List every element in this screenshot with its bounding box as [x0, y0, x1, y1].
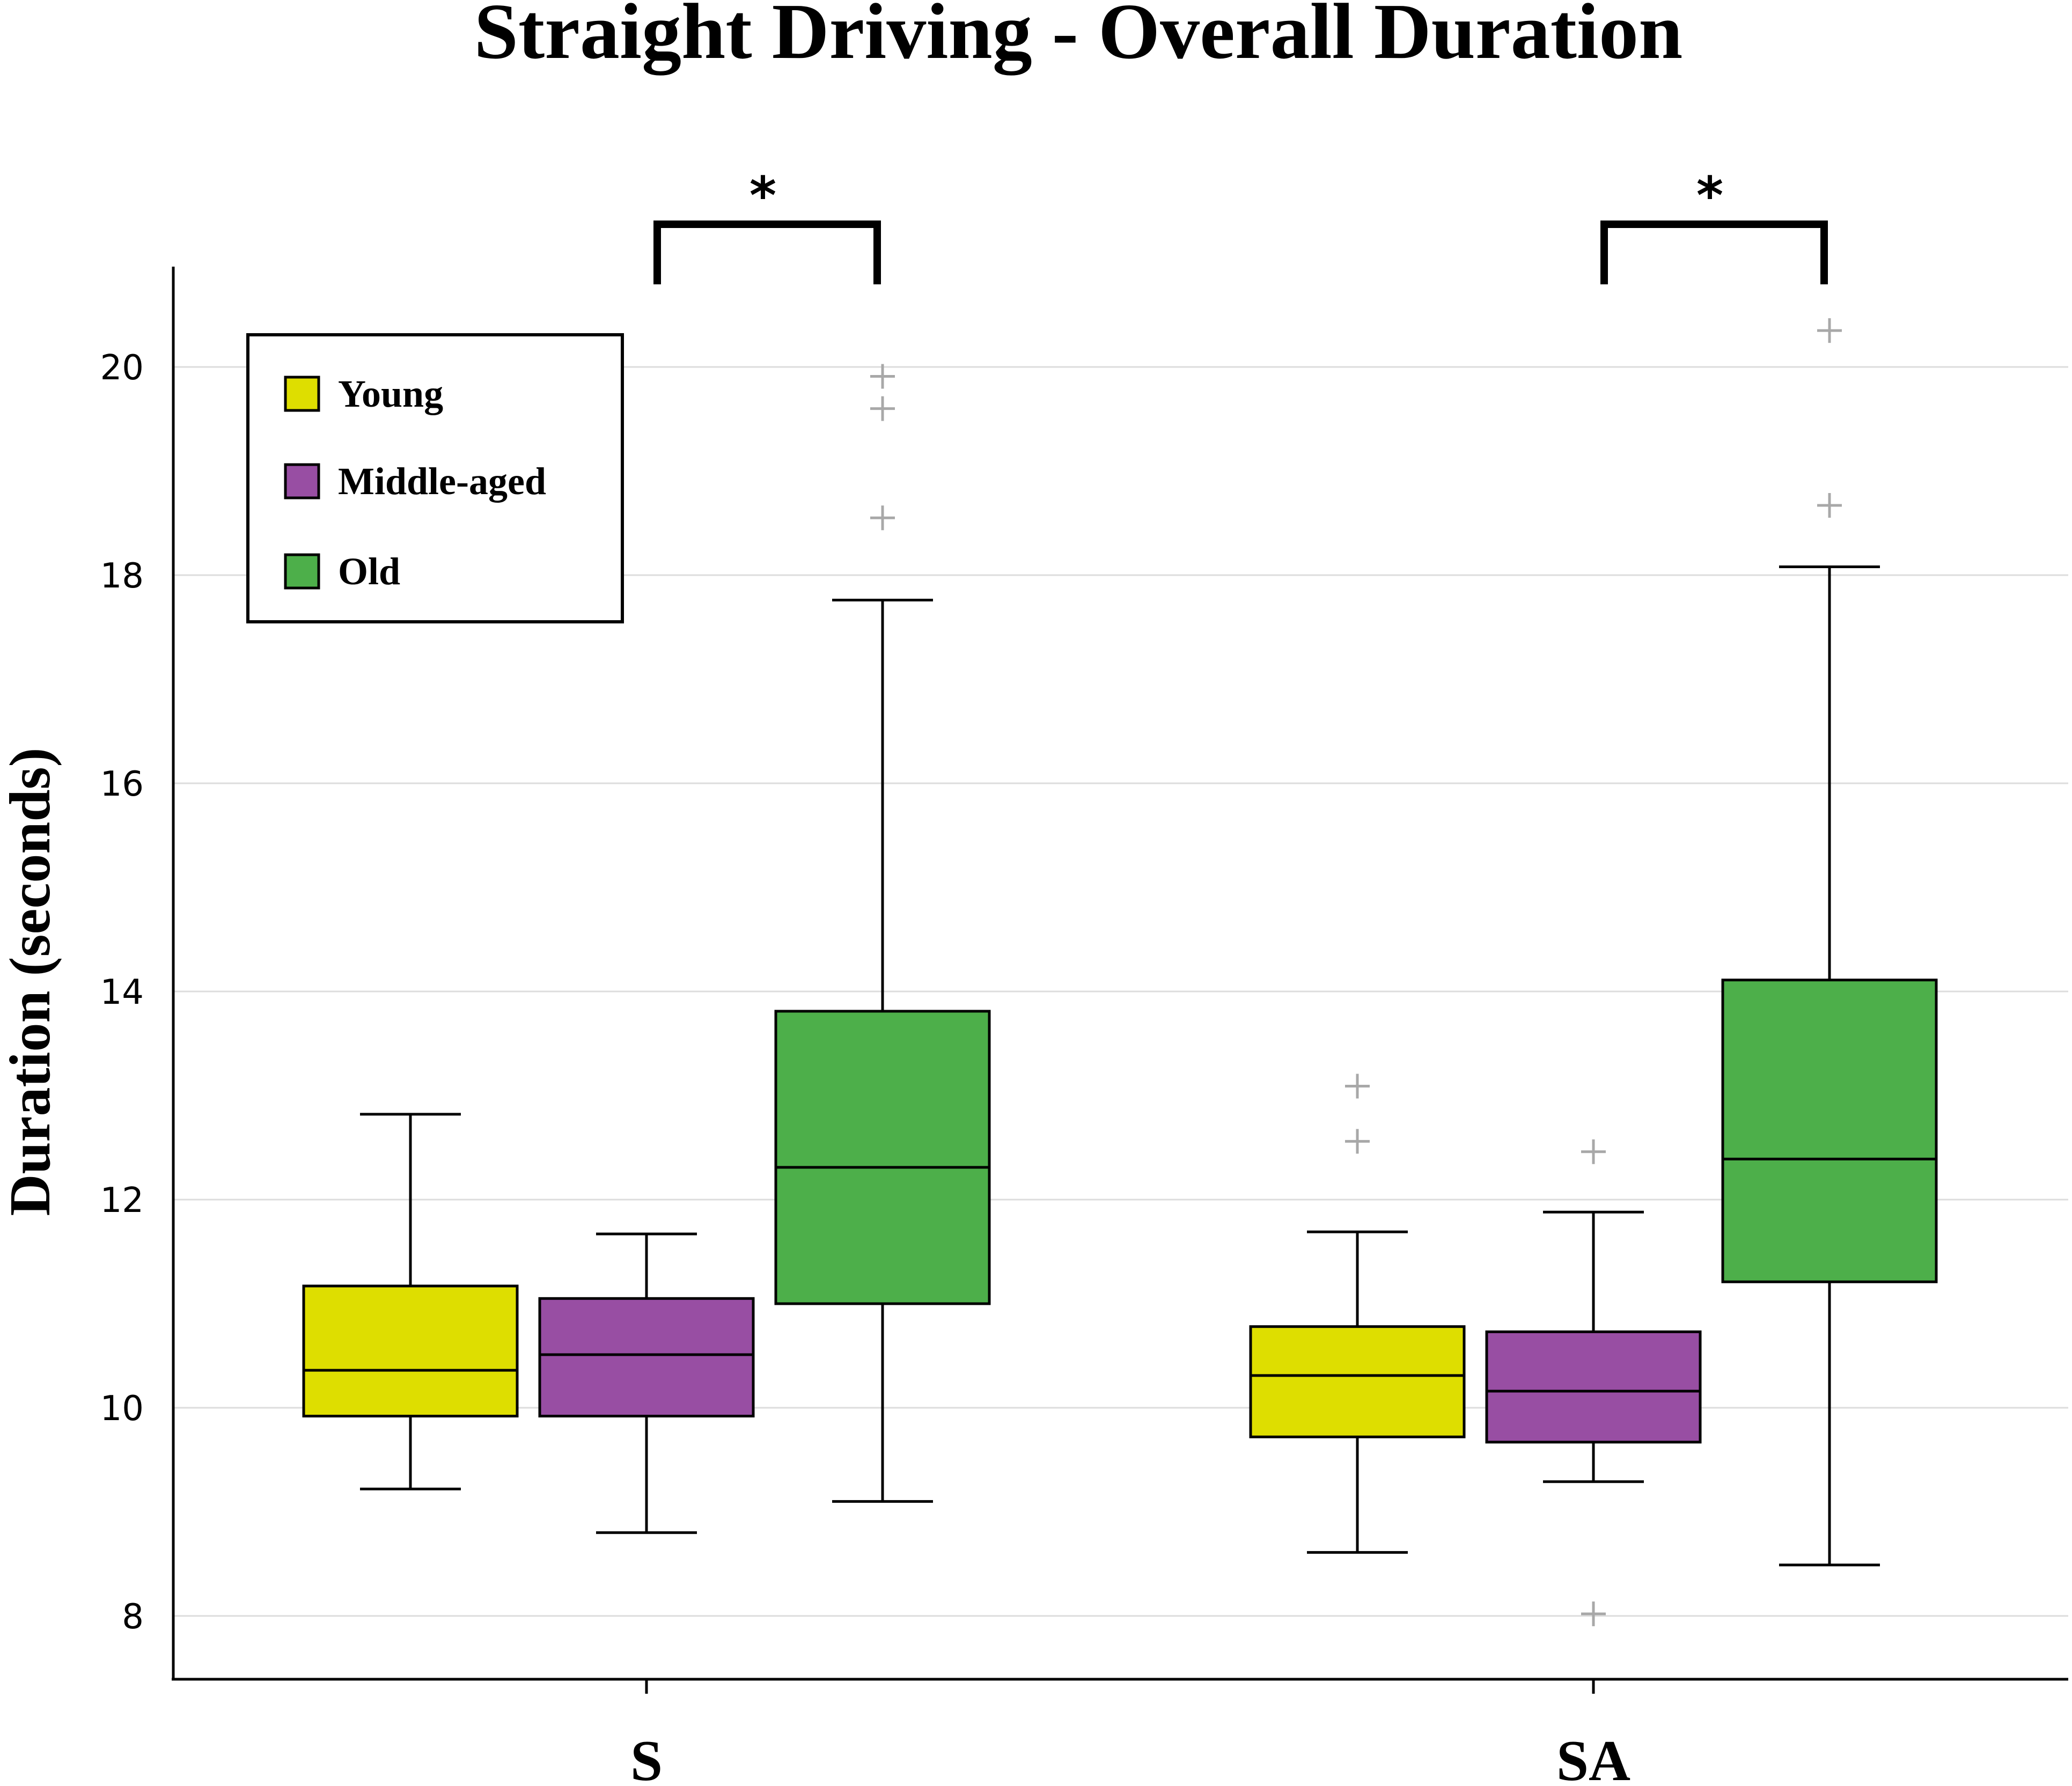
- y-tick-label-10: 10: [100, 1389, 144, 1429]
- legend: Young Middle-aged Old: [246, 333, 624, 623]
- outlier-young-sa-0: [1345, 1074, 1370, 1099]
- x-tick-label-s: S: [630, 1729, 663, 1786]
- significance-annotations: * *: [653, 166, 1828, 284]
- box-middle-aged-sa: [1485, 1330, 1702, 1444]
- box-group-young-sa: [1249, 1074, 1466, 1554]
- y-tick-label-14: 14: [100, 973, 144, 1012]
- legend-label-old: Old: [338, 550, 400, 593]
- significance-star-sa: *: [1696, 166, 1723, 226]
- y-tick-label-20: 20: [100, 348, 144, 388]
- box-old-sa: [1721, 979, 1938, 1283]
- box-group-middle-aged-sa: [1485, 1139, 1702, 1627]
- outlier-middle-aged-sa-0: [1581, 1139, 1606, 1164]
- y-axis-label: Duration (seconds): [0, 747, 62, 1216]
- outlier-old-s-2: [870, 505, 895, 531]
- box-group-old-s: [774, 364, 991, 1503]
- legend-label-young: Young: [338, 372, 443, 415]
- y-tick-label-16: 16: [100, 765, 144, 804]
- outlier-old-s-1: [870, 396, 895, 421]
- chart-title: Straight Driving - Overall Duration: [474, 0, 1683, 76]
- axes: [172, 267, 2068, 1681]
- box-young-s: [302, 1284, 519, 1418]
- legend-swatch-middle-aged: [284, 463, 320, 499]
- significance-bracket-sa: [1600, 221, 1828, 284]
- outlier-middle-aged-sa-1: [1581, 1601, 1606, 1627]
- legend-swatch-old: [284, 553, 320, 590]
- outlier-young-sa-1: [1345, 1129, 1370, 1154]
- y-ticks: 8 10 12 14 16 18 20: [100, 348, 144, 1637]
- outlier-old-sa-1: [1817, 493, 1842, 518]
- box-young-sa: [1249, 1325, 1466, 1438]
- x-tick-label-sa: SA: [1556, 1729, 1630, 1786]
- box-group-young-s: [302, 1113, 519, 1490]
- y-tick-label-18: 18: [100, 556, 144, 596]
- box-old-s: [774, 1010, 991, 1305]
- x-ticks: S SA: [630, 1679, 1630, 1786]
- y-tick-label-12: 12: [100, 1181, 144, 1221]
- y-tick-label-8: 8: [122, 1597, 144, 1637]
- significance-bracket-s: [653, 221, 881, 284]
- significance-star-s: *: [750, 166, 776, 226]
- box-group-old-sa: [1721, 318, 1938, 1567]
- outlier-old-sa-0: [1817, 318, 1842, 343]
- box-layer: [302, 318, 1938, 1627]
- outlier-old-s-0: [870, 364, 895, 389]
- box-group-middle-aged-s: [538, 1232, 755, 1534]
- legend-swatch-young: [284, 376, 320, 412]
- legend-label-middle-aged: Middle-aged: [338, 460, 546, 503]
- box-middle-aged-s: [538, 1297, 755, 1418]
